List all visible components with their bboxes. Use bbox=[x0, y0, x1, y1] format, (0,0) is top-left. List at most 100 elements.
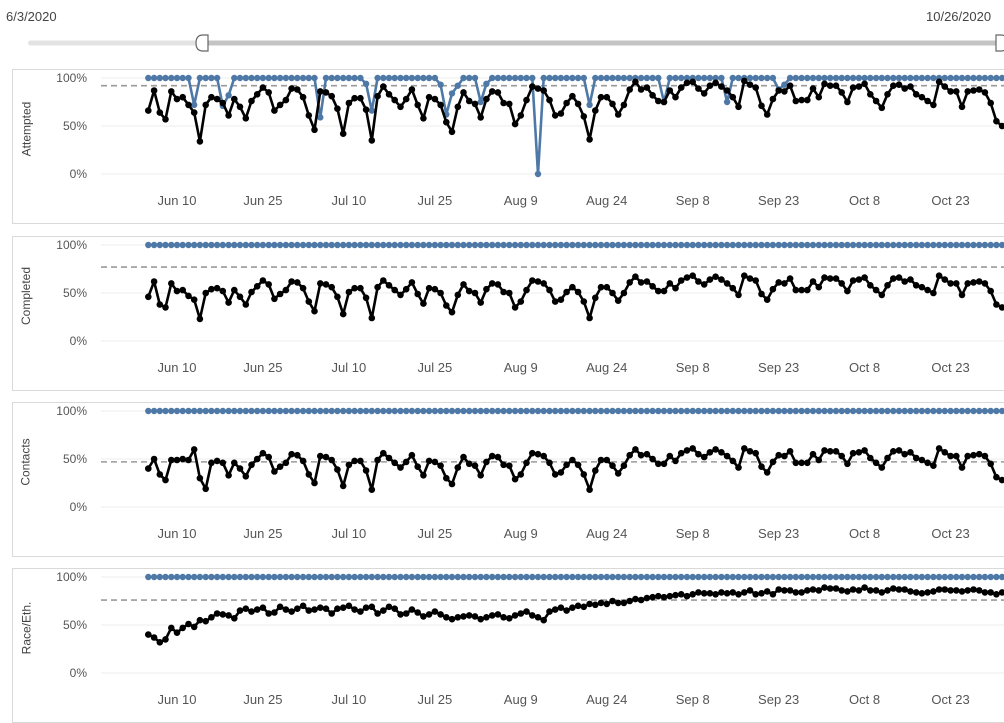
x-tick-label: Oct 8 bbox=[849, 193, 880, 208]
data-point bbox=[294, 74, 301, 82]
data-point bbox=[162, 241, 169, 249]
data-point bbox=[660, 287, 668, 295]
data-point bbox=[786, 587, 794, 594]
data-point bbox=[362, 573, 370, 581]
data-point bbox=[483, 458, 490, 466]
data-point bbox=[569, 604, 576, 611]
data-point bbox=[420, 472, 427, 479]
data-point bbox=[695, 450, 702, 458]
data-point bbox=[443, 407, 450, 415]
data-point bbox=[826, 448, 834, 455]
data-point bbox=[872, 459, 880, 467]
data-point bbox=[374, 74, 381, 82]
data-point bbox=[827, 241, 834, 249]
data-point bbox=[397, 573, 404, 581]
data-point bbox=[557, 296, 565, 303]
data-point bbox=[551, 112, 559, 119]
data-point bbox=[460, 453, 467, 461]
data-point bbox=[666, 280, 674, 287]
data-point bbox=[294, 407, 301, 415]
data-point bbox=[666, 592, 674, 600]
data-point bbox=[718, 74, 725, 82]
data-point bbox=[712, 573, 719, 581]
data-point bbox=[202, 74, 209, 82]
data-point bbox=[660, 241, 668, 249]
data-point bbox=[706, 82, 714, 89]
data-point bbox=[678, 407, 685, 415]
data-point bbox=[168, 280, 175, 287]
data-point bbox=[672, 284, 679, 292]
data-point bbox=[907, 407, 914, 415]
data-point bbox=[408, 279, 416, 286]
data-point bbox=[460, 89, 467, 96]
data-point bbox=[712, 241, 719, 249]
chart-plot-area: 100% 50% 0% Jun 10 Jun 25 Jul 10 Jul 25 Aug 9 Au… bbox=[56, 238, 1004, 375]
data-point bbox=[540, 280, 547, 287]
data-point bbox=[259, 84, 267, 91]
data-point bbox=[987, 589, 994, 596]
data-point bbox=[231, 95, 238, 103]
data-point bbox=[655, 460, 662, 468]
data-point bbox=[666, 407, 673, 415]
data-point bbox=[168, 241, 175, 249]
data-point bbox=[764, 241, 771, 249]
data-point bbox=[849, 241, 857, 249]
data-point bbox=[809, 74, 817, 82]
data-point bbox=[741, 573, 748, 581]
data-point bbox=[357, 407, 364, 415]
data-point bbox=[890, 74, 897, 82]
x-tick-label: Jun 25 bbox=[243, 526, 282, 541]
data-point bbox=[890, 407, 897, 415]
data-point bbox=[454, 103, 462, 111]
data-point bbox=[511, 573, 519, 581]
data-point bbox=[317, 280, 324, 287]
data-point bbox=[477, 98, 484, 106]
data-point bbox=[466, 407, 473, 415]
data-point bbox=[855, 573, 863, 581]
data-point bbox=[614, 599, 622, 607]
data-point bbox=[752, 84, 759, 91]
data-point bbox=[821, 80, 828, 88]
data-point bbox=[741, 407, 748, 415]
data-point bbox=[179, 286, 186, 294]
data-point bbox=[414, 74, 421, 82]
date-range-slider[interactable] bbox=[0, 30, 1004, 56]
data-point bbox=[712, 407, 719, 415]
data-point bbox=[380, 74, 387, 82]
data-point bbox=[506, 615, 513, 622]
data-point bbox=[964, 452, 971, 460]
data-point bbox=[700, 453, 708, 461]
data-point bbox=[511, 475, 519, 483]
y-tick-label: 100% bbox=[56, 71, 87, 85]
data-point bbox=[454, 614, 462, 621]
data-point bbox=[626, 573, 633, 581]
slider-end-handle[interactable] bbox=[995, 34, 1004, 52]
data-point bbox=[340, 407, 347, 415]
slider-start-handle[interactable] bbox=[195, 34, 209, 52]
data-point bbox=[552, 573, 559, 581]
data-point bbox=[632, 573, 639, 581]
data-point bbox=[729, 407, 736, 415]
data-point bbox=[311, 479, 318, 487]
data-point bbox=[460, 407, 467, 415]
data-point bbox=[334, 241, 341, 249]
data-point bbox=[546, 407, 553, 415]
data-point bbox=[655, 287, 662, 295]
data-point bbox=[517, 471, 525, 478]
x-tick-label: Jun 10 bbox=[157, 193, 196, 208]
data-point bbox=[683, 447, 691, 454]
data-point bbox=[637, 86, 645, 93]
data-point bbox=[941, 449, 949, 456]
data-point bbox=[190, 296, 198, 303]
data-point bbox=[695, 407, 702, 415]
data-point bbox=[534, 614, 542, 621]
x-tick-label: Jun 25 bbox=[243, 360, 282, 375]
data-point bbox=[655, 241, 662, 249]
data-point bbox=[208, 614, 215, 621]
data-point bbox=[345, 288, 353, 296]
data-point bbox=[901, 573, 908, 581]
data-point bbox=[385, 573, 393, 581]
data-point bbox=[242, 241, 249, 249]
data-point bbox=[872, 286, 880, 294]
data-point bbox=[156, 407, 163, 415]
